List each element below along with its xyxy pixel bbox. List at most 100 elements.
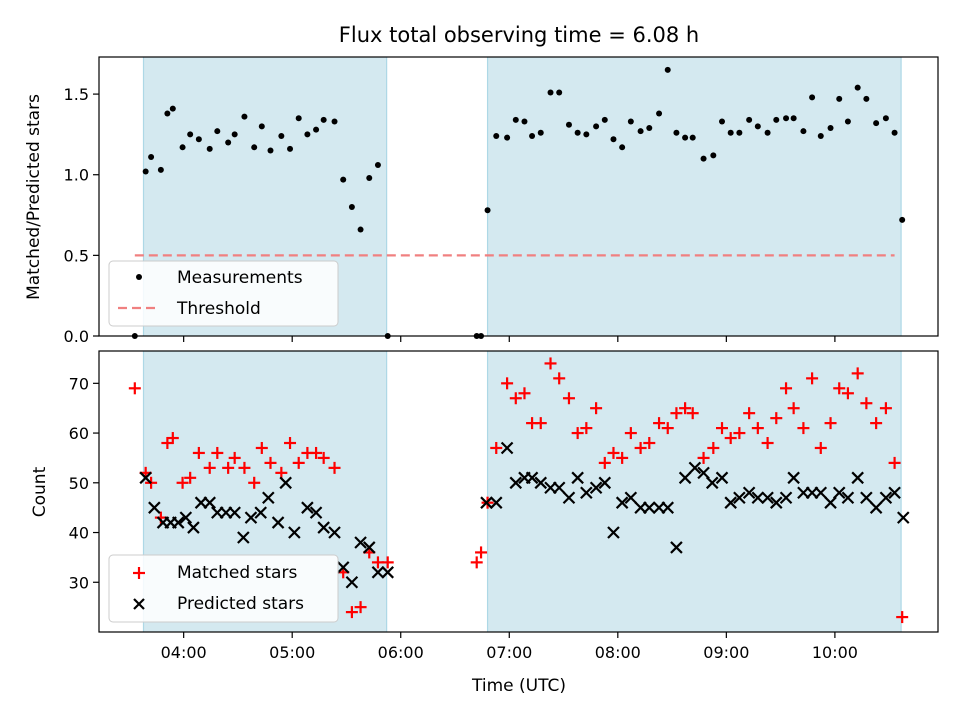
predicted-star-point — [381, 566, 394, 579]
measurement-point — [764, 129, 771, 136]
predicted-star-point — [552, 481, 566, 495]
predicted-star-point — [571, 471, 584, 485]
predicted-star-point — [742, 486, 756, 500]
measurement-point — [891, 129, 898, 136]
measurement-point — [366, 174, 373, 181]
measurement-point — [195, 136, 202, 143]
matched-star-point — [870, 417, 883, 430]
matched-star-point — [686, 407, 699, 420]
legend-matched-marker — [133, 567, 145, 579]
bottom-legend-box — [108, 554, 339, 623]
predicted-star-point — [832, 486, 846, 500]
matched-star-point — [824, 417, 837, 430]
predicted-star-point — [139, 471, 152, 485]
predicted-star-point — [751, 491, 765, 504]
matched-star-point — [562, 392, 575, 405]
matched-star-point — [475, 546, 488, 559]
matched-star-point — [787, 402, 800, 415]
measurement-point — [374, 162, 381, 169]
predicted-star-point — [697, 466, 710, 480]
matched-star-point — [534, 417, 547, 430]
x-axis-label: Time (UTC) — [471, 676, 566, 696]
matched-star-point — [381, 556, 394, 569]
measurement-point — [773, 116, 780, 123]
matched-star-point — [888, 456, 901, 469]
measurement-point — [637, 128, 644, 135]
xtick-label: 10:00 — [812, 643, 858, 662]
measurement-point — [348, 203, 355, 210]
xtick-label: 04:00 — [161, 643, 207, 662]
predicted-star-point — [615, 496, 629, 509]
top-ytick-label: 0.0 — [64, 327, 89, 346]
measurement-point — [241, 113, 248, 120]
matched-star-point — [544, 357, 557, 370]
predicted-star-point — [500, 441, 514, 455]
matched-star-point — [607, 446, 620, 459]
matched-star-point — [860, 397, 873, 410]
measurement-point — [727, 129, 734, 136]
measurement-point — [148, 153, 155, 160]
matched-star-point — [328, 461, 341, 474]
predicted-star-point — [179, 511, 193, 524]
matched-star-point — [851, 367, 864, 380]
measurement-point — [164, 110, 171, 117]
predicted-star-point — [896, 511, 910, 524]
predicted-star-point — [787, 471, 800, 485]
predicted-star-point — [624, 491, 638, 504]
matched-star-point — [841, 387, 854, 400]
measurement-point — [800, 128, 807, 135]
matched-star-point — [643, 437, 656, 450]
predicted-star-point — [237, 531, 250, 544]
measurement-point — [504, 134, 511, 141]
predicted-star-point — [336, 561, 350, 574]
predicted-star-point — [480, 496, 493, 509]
matched-star-point — [797, 422, 810, 435]
predicted-star-point — [670, 541, 683, 554]
matched-star-point — [553, 372, 566, 385]
top-legend-box — [108, 260, 339, 327]
measurement-point — [331, 118, 338, 125]
predicted-star-point — [851, 471, 864, 485]
measurement-point — [873, 120, 880, 127]
measurement-point — [882, 115, 889, 122]
measurement-point — [710, 152, 717, 159]
measurement-point — [258, 123, 265, 130]
predicted-star-point — [525, 471, 539, 485]
measurement-point — [295, 115, 302, 122]
predicted-star-point — [301, 501, 314, 514]
measurement-point — [682, 134, 689, 141]
matched-star-point — [184, 471, 197, 484]
bottom-ytick-label: 30 — [69, 573, 89, 592]
predicted-star-point — [841, 491, 855, 504]
matched-star-point — [733, 427, 746, 440]
predicted-star-point — [661, 501, 675, 514]
measurement-point — [673, 129, 680, 136]
matched-star-point — [679, 402, 692, 415]
measurement-point — [863, 95, 870, 102]
matched-star-point — [222, 461, 235, 474]
matched-star-point — [310, 446, 323, 459]
measurement-point — [142, 168, 149, 175]
matched-star-point — [716, 422, 729, 435]
predicted-star-point — [705, 476, 719, 490]
xtick-label: 07:00 — [486, 643, 532, 662]
predicted-star-point — [309, 506, 323, 519]
bottom-ytick-label: 50 — [69, 474, 89, 493]
predicted-star-point — [607, 526, 620, 539]
matched-star-point — [501, 377, 514, 390]
measurement-point — [206, 145, 213, 152]
xtick-label: 06:00 — [378, 643, 424, 662]
measurement-point — [251, 144, 258, 151]
predicted-star-point — [589, 481, 603, 495]
measurement-point — [313, 126, 320, 133]
predicted-star-point — [779, 491, 793, 504]
measurement-point — [746, 116, 753, 123]
matched-star-point — [697, 451, 710, 464]
measurement-point — [187, 131, 194, 138]
matched-star-point — [509, 392, 522, 405]
bottom-legend: Matched stars Predicted stars — [108, 554, 339, 623]
measurement-point — [610, 136, 617, 143]
matched-star-point — [761, 437, 774, 450]
predicted-star-point — [244, 511, 258, 524]
